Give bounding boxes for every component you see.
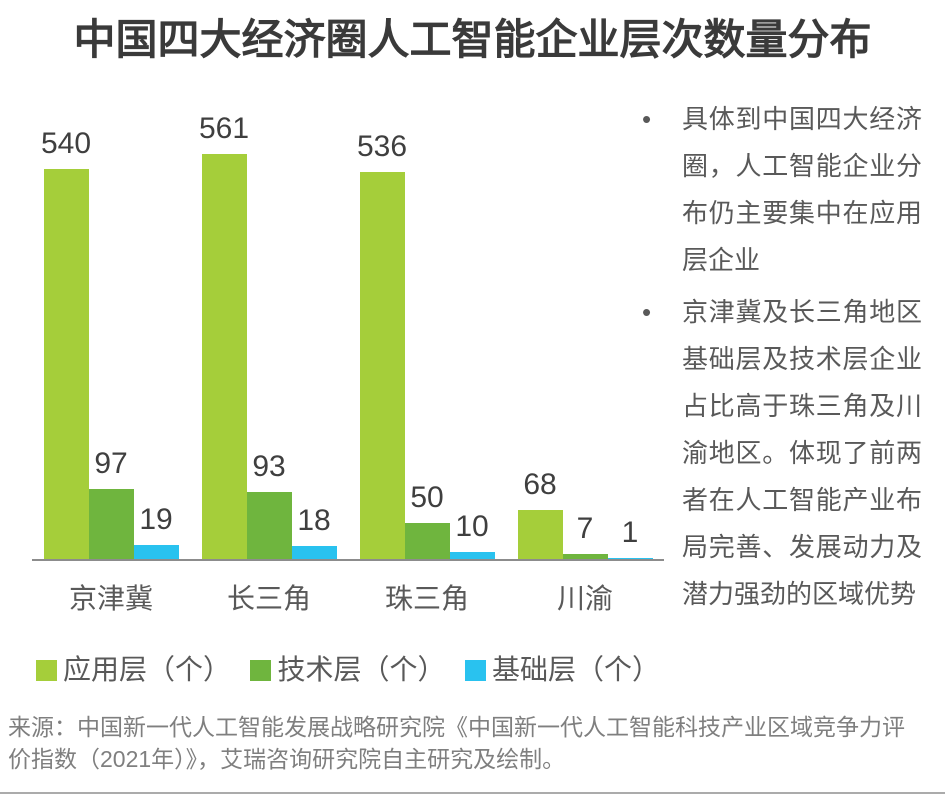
bar-cell: 7 xyxy=(562,512,608,559)
bar xyxy=(449,552,495,559)
bar xyxy=(43,169,89,559)
x-axis-label: 长三角 xyxy=(226,583,311,614)
legend-item: 技术层（个） xyxy=(250,654,446,685)
bar xyxy=(291,546,337,559)
chart-plot: 540 97 19 561 93 18 536 50 10 68 7 1 xyxy=(32,108,664,561)
chart-legend: 应用层（个） 技术层（个） 基础层（个） xyxy=(32,655,664,685)
value-label: 93 xyxy=(252,450,286,483)
bar-group: 540 97 19 xyxy=(32,108,190,559)
bar xyxy=(562,554,608,559)
legend-swatch xyxy=(464,659,486,681)
source-note: 来源：中国新一代人工智能发展战略研究院《中国新一代人工智能科技产业区域竞争力评价… xyxy=(8,714,905,772)
value-label: 68 xyxy=(523,468,557,501)
legend-label: 应用层（个） xyxy=(63,654,232,685)
value-label: 540 xyxy=(40,127,92,160)
x-axis-label: 京津冀 xyxy=(68,583,153,614)
bar-cell: 19 xyxy=(133,503,179,559)
legend-label: 基础层（个） xyxy=(491,654,660,685)
bar xyxy=(404,523,450,559)
value-label: 10 xyxy=(455,510,489,543)
bar xyxy=(517,510,563,559)
bullet-icon: • xyxy=(642,104,652,134)
value-label: 18 xyxy=(297,504,331,537)
bar xyxy=(133,545,179,559)
legend-label: 技术层（个） xyxy=(277,654,446,685)
bar-cell: 10 xyxy=(449,510,495,559)
legend-item: 基础层（个） xyxy=(464,654,660,685)
value-label: 19 xyxy=(139,503,173,536)
bar-cell: 93 xyxy=(246,450,292,559)
legend-swatch xyxy=(36,659,57,681)
bar-cell: 536 xyxy=(356,130,408,559)
x-axis-labels: 京津冀 长三角 珠三角 川渝 xyxy=(32,579,664,619)
note-item: • 具体到中国四大经济圈，人工智能企业分布仍主要集中在应用层企业 xyxy=(640,96,922,284)
x-axis-label: 珠三角 xyxy=(384,583,469,614)
value-label: 536 xyxy=(356,130,408,163)
bar xyxy=(359,172,405,559)
bullet-icon: • xyxy=(642,297,652,327)
bar-cell: 18 xyxy=(291,504,337,559)
bar-cell: 561 xyxy=(198,112,250,559)
bar-cell: 97 xyxy=(88,447,134,559)
bar-cell: 50 xyxy=(404,481,450,559)
bar-cell: 1 xyxy=(607,516,653,559)
bar xyxy=(246,492,292,559)
bar-group: 561 93 18 xyxy=(190,108,348,559)
bottom-divider xyxy=(0,792,945,794)
page-title: 中国四大经济圈人工智能企业层次数量分布 xyxy=(73,16,872,63)
note-text: 具体到中国四大经济圈，人工智能企业分布仍主要集中在应用层企业 xyxy=(682,104,922,275)
legend-item: 应用层（个） xyxy=(36,655,231,685)
bar xyxy=(201,154,247,559)
value-label: 50 xyxy=(410,481,444,514)
legend-swatch xyxy=(250,659,272,681)
bar-cell: 68 xyxy=(517,468,563,559)
note-item: • 京津冀及长三角地区基础层及技术层企业占比高于珠三角及川渝地区。体现了前两者在人… xyxy=(640,289,922,618)
bar-group: 536 50 10 xyxy=(348,108,506,559)
insight-notes: • 具体到中国四大经济圈，人工智能企业分布仍主要集中在应用层企业 • 京津冀及长三角地… xyxy=(640,68,922,685)
bar-group: 68 7 1 xyxy=(506,108,664,559)
x-axis-label: 川渝 xyxy=(556,583,613,614)
bar xyxy=(88,489,134,559)
main-content: 540 97 19 561 93 18 536 50 10 68 7 1 京津冀 长三角 珠三角 川渝 应用… xyxy=(0,68,945,685)
value-label: 561 xyxy=(198,112,250,145)
value-label: 1 xyxy=(621,516,639,549)
note-text: 京津冀及长三角地区基础层及技术层企业占比高于珠三角及川渝地区。体现了前两者在人工… xyxy=(682,297,922,609)
bar-cell: 540 xyxy=(40,127,92,559)
value-label: 97 xyxy=(94,447,128,480)
bar-chart: 540 97 19 561 93 18 536 50 10 68 7 1 京津冀 长三角 珠三角 川渝 应用… xyxy=(32,68,664,685)
value-label: 7 xyxy=(576,512,594,545)
bar xyxy=(607,558,653,559)
